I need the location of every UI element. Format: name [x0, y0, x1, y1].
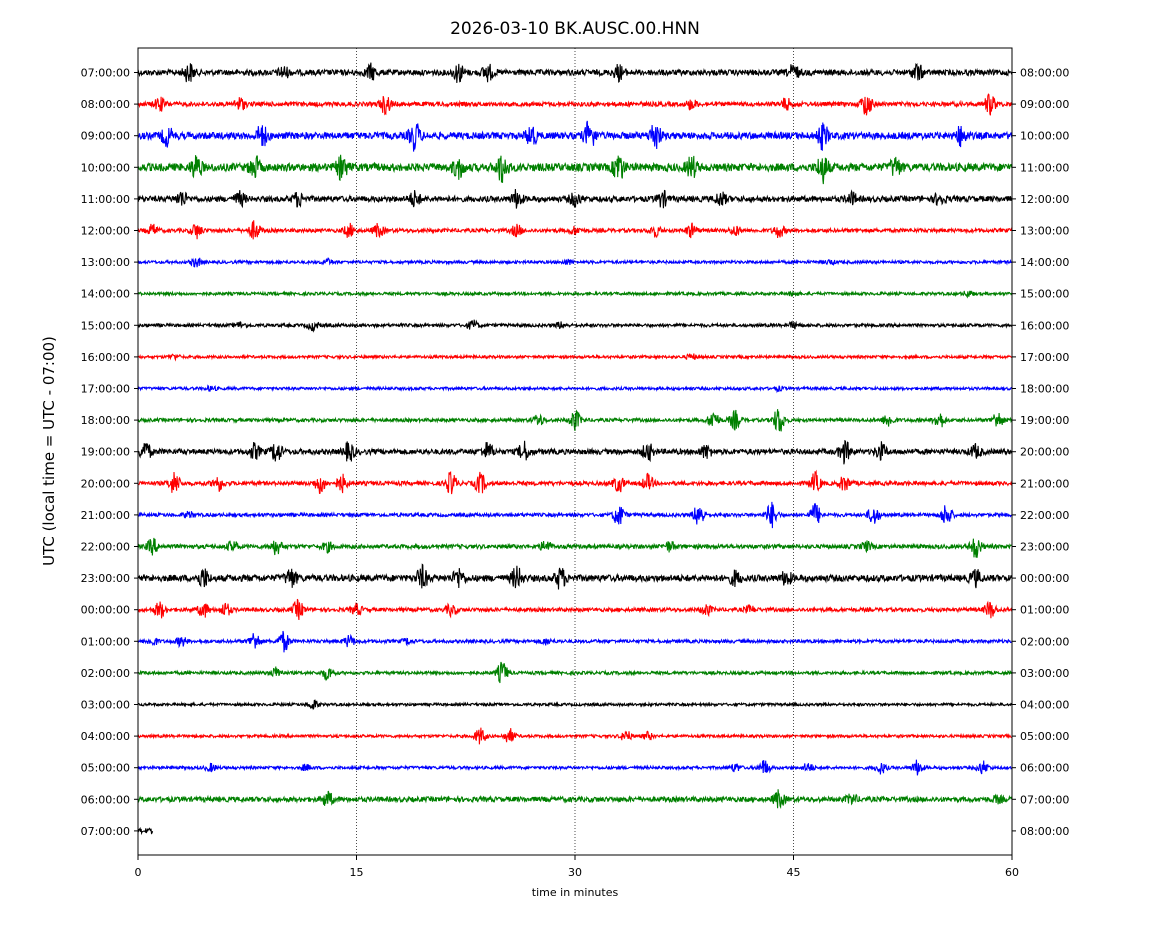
y-tick-label-utc: 15:00:00 — [81, 319, 130, 332]
y-tick-label-local: 07:00:00 — [1020, 793, 1069, 806]
y-tick-label-local: 01:00:00 — [1020, 604, 1069, 617]
trace-line — [137, 154, 1013, 185]
y-tick-label-utc: 16:00:00 — [81, 351, 130, 364]
y-tick-label-local: 10:00:00 — [1020, 130, 1069, 143]
trace-line — [137, 699, 1013, 711]
y-tick-label-local: 23:00:00 — [1020, 541, 1069, 554]
y-tick-label-utc: 01:00:00 — [81, 635, 130, 648]
y-tick-label-local: 19:00:00 — [1020, 414, 1069, 427]
y-tick-label-local: 05:00:00 — [1020, 730, 1069, 743]
y-tick-label-utc: 08:00:00 — [81, 98, 130, 111]
trace-line — [137, 826, 154, 836]
y-tick-label-utc: 04:00:00 — [81, 730, 130, 743]
x-tick-label: 30 — [568, 866, 582, 879]
trace-line — [137, 630, 1013, 653]
y-tick-label-local: 16:00:00 — [1020, 319, 1069, 332]
trace-line — [137, 789, 1013, 810]
trace-line — [137, 727, 1013, 745]
y-tick-label-utc: 00:00:00 — [81, 604, 130, 617]
y-tick-label-utc: 21:00:00 — [81, 509, 130, 522]
trace-line — [137, 501, 1013, 529]
y-tick-label-utc: 10:00:00 — [81, 161, 130, 174]
trace-line — [137, 220, 1013, 240]
y-tick-label-utc: 03:00:00 — [81, 699, 130, 712]
y-tick-label-local: 14:00:00 — [1020, 256, 1069, 269]
y-tick-label-utc: 17:00:00 — [81, 383, 130, 396]
y-tick-label-utc: 07:00:00 — [81, 67, 130, 80]
x-tick-label: 0 — [135, 866, 142, 879]
y-axis-label: UTC (local time = UTC - 07:00) — [40, 336, 58, 566]
y-tick-label-utc: 06:00:00 — [81, 793, 130, 806]
y-tick-label-utc: 20:00:00 — [81, 477, 130, 490]
y-tick-label-utc: 19:00:00 — [81, 446, 130, 459]
trace-line — [137, 759, 1013, 776]
trace-line — [137, 537, 1013, 558]
y-tick-label-utc: 23:00:00 — [81, 572, 130, 585]
y-tick-label-local: 20:00:00 — [1020, 446, 1069, 459]
y-tick-label-utc: 07:00:00 — [81, 825, 130, 838]
y-tick-label-utc: 13:00:00 — [81, 256, 130, 269]
trace-line — [137, 62, 1013, 83]
y-tick-label-utc: 09:00:00 — [81, 130, 130, 143]
y-tick-label-local: 11:00:00 — [1020, 161, 1069, 174]
y-tick-label-local: 09:00:00 — [1020, 98, 1069, 111]
y-tick-label-local: 02:00:00 — [1020, 635, 1069, 648]
y-tick-label-local: 17:00:00 — [1020, 351, 1069, 364]
y-tick-label-local: 13:00:00 — [1020, 225, 1069, 238]
trace-line — [137, 598, 1013, 621]
y-tick-label-utc: 22:00:00 — [81, 541, 130, 554]
trace-line — [137, 409, 1013, 432]
trace-line — [137, 93, 1013, 116]
y-tick-label-local: 06:00:00 — [1020, 762, 1069, 775]
y-tick-label-local: 21:00:00 — [1020, 477, 1069, 490]
y-tick-label-utc: 02:00:00 — [81, 667, 130, 680]
x-tick-label: 15 — [350, 866, 364, 879]
trace-line — [138, 469, 1013, 495]
y-axis: 07:00:00 08:00:00 08:00:00 09:00:00 09:00:00… — [81, 67, 1070, 838]
y-tick-label-local: 15:00:00 — [1020, 288, 1069, 301]
trace-line — [137, 289, 1013, 299]
y-tick-label-utc: 18:00:00 — [81, 414, 130, 427]
y-tick-label-local: 08:00:00 — [1020, 825, 1069, 838]
y-tick-label-local: 03:00:00 — [1020, 667, 1069, 680]
grid-lines — [356, 48, 794, 855]
x-tick-label: 45 — [787, 866, 801, 879]
y-tick-label-local: 00:00:00 — [1020, 572, 1069, 585]
y-tick-label-utc: 14:00:00 — [81, 288, 130, 301]
y-tick-label-utc: 05:00:00 — [81, 762, 130, 775]
y-tick-label-local: 22:00:00 — [1020, 509, 1069, 522]
y-tick-label-utc: 12:00:00 — [81, 225, 130, 238]
x-axis-label: time in minutes — [532, 886, 619, 899]
y-tick-label-local: 18:00:00 — [1020, 383, 1069, 396]
y-tick-label-utc: 11:00:00 — [81, 193, 130, 206]
x-tick-label: 60 — [1005, 866, 1019, 879]
trace-line — [138, 120, 1013, 152]
y-tick-label-local: 08:00:00 — [1020, 67, 1069, 80]
y-tick-label-local: 12:00:00 — [1020, 193, 1069, 206]
y-tick-label-local: 04:00:00 — [1020, 699, 1069, 712]
trace-line — [137, 257, 1013, 268]
x-axis: 0 15 30 45 60 — [135, 855, 1019, 879]
trace-line — [137, 188, 1013, 209]
chart-title: 2026-03-10 BK.AUSC.00.HNN — [450, 19, 700, 39]
